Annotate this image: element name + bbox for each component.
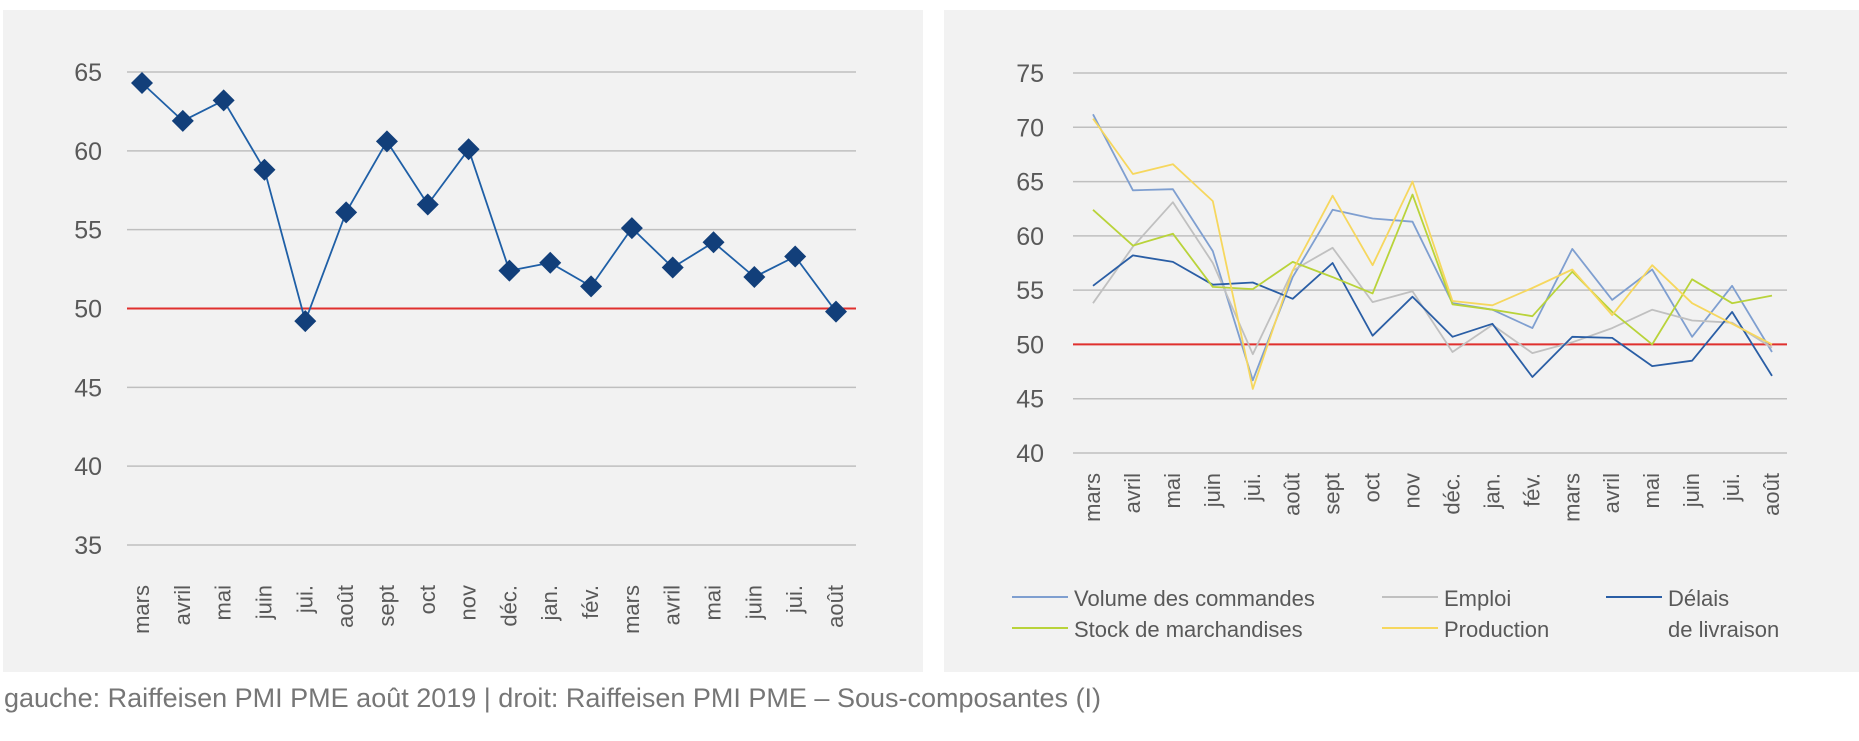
series-line	[1092, 113, 1773, 382]
data-point-marker	[375, 130, 398, 153]
data-point-marker	[702, 231, 725, 254]
y-tick-label: 50	[74, 296, 102, 324]
data-point-marker	[743, 265, 766, 288]
x-tick-label: juin	[741, 585, 766, 620]
left-chart-panel: 65 60 55 50 45 40 35 mars avril mai juin jui. août se…	[3, 10, 923, 672]
data-point-marker	[784, 245, 807, 268]
x-tick-label: août	[1280, 473, 1305, 516]
y-tick-label: 65	[74, 59, 102, 87]
data-point-marker	[131, 72, 153, 95]
y-tick-label: 40	[1016, 440, 1044, 468]
x-tick-label: jui.	[782, 585, 807, 614]
x-tick-label: mars	[1080, 473, 1105, 522]
x-tick-label: jan.	[1479, 473, 1504, 509]
legend-label-volume: Volume des commandes	[1074, 586, 1315, 611]
x-tick-label: jui.	[1719, 473, 1744, 502]
x-tick-label: avril	[1599, 473, 1624, 513]
y-tick-label: 60	[74, 138, 102, 166]
x-tick-label: mars	[129, 585, 154, 634]
data-point-marker	[294, 310, 317, 333]
x-tick-label: nov	[456, 585, 481, 620]
x-tick-label: août	[823, 585, 848, 628]
x-tick-label: août	[333, 585, 358, 628]
y-tick-label: 50	[1016, 331, 1044, 359]
y-tick-label: 55	[74, 217, 102, 245]
x-tick-label: mai	[1160, 473, 1185, 508]
x-tick-label: avril	[1120, 473, 1145, 513]
subcomponents-chart: Volume des commandes Emploi Délais de li…	[1012, 60, 1787, 642]
series-line	[1092, 118, 1773, 390]
x-tick-label: nov	[1400, 473, 1425, 508]
data-point-marker	[212, 89, 235, 112]
y-tick-label: 45	[74, 374, 102, 402]
legend-label-emploi: Emploi	[1444, 586, 1511, 611]
x-tick-label: fév.	[1519, 473, 1544, 507]
x-tick-label: mars	[1559, 473, 1584, 522]
series-line	[1092, 201, 1773, 356]
y-tick-label: 55	[1016, 277, 1044, 305]
data-point-marker	[253, 158, 276, 181]
data-point-marker	[580, 275, 603, 298]
y-tick-label: 75	[1016, 60, 1044, 88]
x-tick-label: jui.	[292, 585, 317, 614]
data-point-marker	[335, 201, 358, 224]
data-point-marker	[825, 300, 847, 323]
data-point-marker	[620, 217, 643, 240]
legend-label-delais-2: de livraison	[1668, 617, 1779, 642]
data-point-marker	[539, 251, 562, 274]
x-tick-label: oct	[1360, 473, 1385, 502]
data-point-marker	[457, 138, 480, 161]
y-tick-label: 35	[74, 532, 102, 560]
data-point-marker	[416, 193, 439, 216]
x-tick-label: déc.	[1439, 473, 1464, 515]
x-tick-label: juin	[251, 585, 276, 620]
legend-label-delais: Délais	[1668, 586, 1729, 611]
data-point-marker	[171, 109, 194, 132]
series-line	[1092, 193, 1773, 346]
x-tick-label: mai	[1639, 473, 1664, 508]
y-tick-label: 70	[1016, 114, 1044, 142]
x-tick-label: avril	[170, 585, 195, 625]
x-tick-label: mars	[619, 585, 644, 634]
y-tick-label: 65	[1016, 169, 1044, 197]
x-tick-label: sept	[374, 585, 399, 627]
x-tick-label: sept	[1320, 473, 1345, 515]
data-point-marker	[498, 259, 521, 282]
x-tick-label: mai	[701, 585, 726, 620]
data-point-marker	[661, 256, 684, 279]
x-tick-label: mai	[211, 585, 236, 620]
legend-label-stock: Stock de marchandises	[1074, 617, 1303, 642]
x-tick-label: août	[1759, 473, 1784, 516]
y-tick-label: 45	[1016, 386, 1044, 414]
x-tick-label: déc.	[496, 585, 521, 627]
y-tick-label: 60	[1016, 223, 1044, 251]
legend-label-production: Production	[1444, 617, 1549, 642]
series-line	[1092, 254, 1773, 378]
x-tick-label: fév.	[578, 585, 603, 619]
x-tick-label: jui.	[1240, 473, 1265, 502]
figure-caption: gauche: Raiffeisen PMI PME août 2019 | d…	[4, 683, 1102, 713]
x-tick-label: oct	[415, 585, 440, 614]
y-tick-label: 40	[74, 453, 102, 481]
x-tick-label: juin	[1200, 473, 1225, 508]
x-tick-label: juin	[1679, 473, 1704, 508]
right-chart-panel: Volume des commandes Emploi Délais de li…	[944, 10, 1859, 672]
x-tick-label: avril	[660, 585, 685, 625]
legend: Volume des commandes Emploi Délais de li…	[1012, 586, 1779, 642]
series-line	[141, 82, 837, 323]
x-tick-label: jan.	[537, 585, 562, 621]
